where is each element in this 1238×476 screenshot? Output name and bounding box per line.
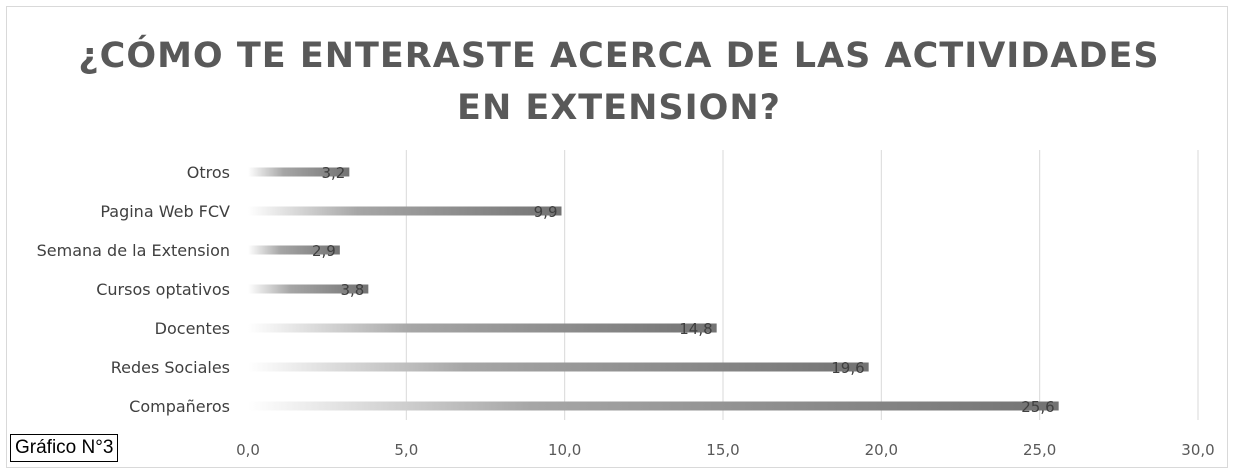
labels: 0,0 5,0 10,0 15,0 20,0 25,0 30,0 Otros 3,2 Pagina… <box>37 163 1215 459</box>
data-label: 3,8 <box>340 281 364 299</box>
x-tick-label: 0,0 <box>236 441 260 459</box>
bar <box>248 401 1059 411</box>
figure-label: Gráfico N°3 <box>10 434 119 462</box>
chart-title-line-2: EN EXTENSION? <box>457 88 781 128</box>
category-label: Redes Sociales <box>111 358 230 377</box>
category-label: Otros <box>187 163 230 182</box>
bar <box>248 245 340 255</box>
chart-title-line-1: ¿CÓMO TE ENTERASTE ACERCA DE LAS ACTIVID… <box>78 36 1160 76</box>
category-label: Cursos optativos <box>96 280 230 299</box>
chart-area <box>6 6 1228 468</box>
bar <box>248 167 350 177</box>
x-tick-label: 30,0 <box>1181 441 1214 459</box>
x-tick-label: 5,0 <box>394 441 418 459</box>
bar <box>248 362 869 372</box>
grid-lines <box>405 150 1199 420</box>
bar <box>248 323 717 333</box>
data-label: 19,6 <box>831 359 864 377</box>
data-label: 25,6 <box>1021 398 1054 416</box>
chart-title: ¿CÓMO TE ENTERASTE ACERCA DE LAS ACTIVID… <box>0 30 1238 134</box>
bars <box>248 167 1059 411</box>
bar <box>248 284 369 294</box>
category-label: Compañeros <box>129 397 230 416</box>
x-tick-label: 20,0 <box>865 441 898 459</box>
x-tick-label: 15,0 <box>706 441 739 459</box>
data-label: 9,9 <box>534 203 558 221</box>
bar <box>248 206 562 216</box>
category-label: Docentes <box>155 319 230 338</box>
category-label: Pagina Web FCV <box>100 202 230 221</box>
x-tick-label: 25,0 <box>1023 441 1056 459</box>
data-label: 2,9 <box>312 242 336 260</box>
x-tick-label: 10,0 <box>548 441 581 459</box>
data-label: 3,2 <box>321 164 345 182</box>
data-label: 14,8 <box>679 320 712 338</box>
category-label: Semana de la Extension <box>37 241 230 260</box>
